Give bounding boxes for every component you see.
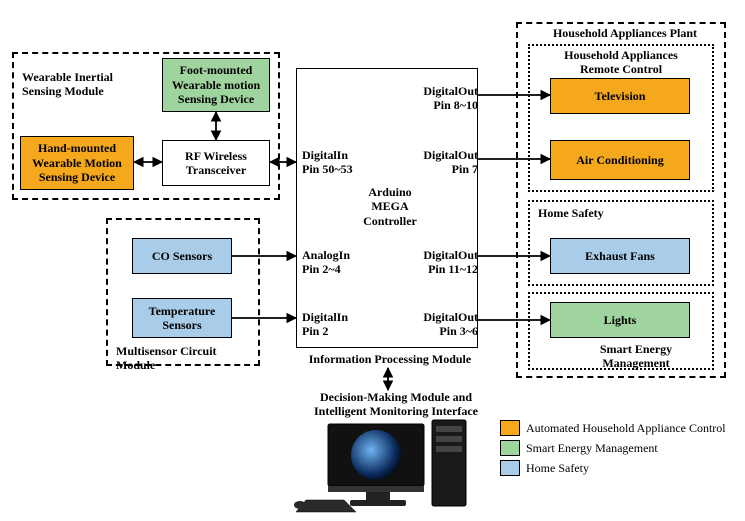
group-plant-title: Household Appliances Plant: [540, 26, 710, 40]
pin-dout1112: DigitalOut Pin 11~12: [408, 248, 478, 277]
node-lights: Lights: [550, 302, 690, 338]
node-tv: Television: [550, 78, 690, 114]
legend-blue-swatch: [500, 460, 520, 476]
group-multisensor-title: Multisensor Circuit Module: [116, 344, 256, 373]
group-energy-title: Smart Energy Management: [576, 342, 696, 371]
legend-orange-text: Automated Household Appliance Control: [526, 421, 726, 436]
pin-dout36: DigitalOut Pin 3~6: [408, 310, 478, 339]
node-arduino-title: Arduino MEGA Controller: [350, 185, 430, 228]
node-rf: RF Wireless Transceiver: [162, 140, 270, 186]
node-co: CO Sensors: [132, 238, 232, 274]
node-hand: Hand-mounted Wearable Motion Sensing Dev…: [20, 136, 134, 190]
node-ac: Air Conditioning: [550, 140, 690, 180]
legend-green-swatch: [500, 440, 520, 456]
legend-green-text: Smart Energy Management: [526, 441, 658, 456]
node-temp: Temperature Sensors: [132, 298, 232, 338]
node-fans: Exhaust Fans: [550, 238, 690, 274]
pin-din5053: DigitalIn Pin 50~53: [302, 148, 372, 177]
legend-blue: Home Safety: [500, 460, 589, 476]
legend-blue-text: Home Safety: [526, 461, 589, 476]
group-safety-title: Home Safety: [538, 206, 638, 220]
node-foot: Foot-mounted Wearable motion Sensing Dev…: [162, 58, 270, 112]
pin-ain24: AnalogIn Pin 2~4: [302, 248, 372, 277]
legend-orange: Automated Household Appliance Control: [500, 420, 726, 436]
legend-orange-swatch: [500, 420, 520, 436]
group-wearable-title: Wearable Inertial Sensing Module: [22, 70, 132, 99]
caption-info-module: Information Processing Module: [300, 352, 480, 366]
caption-decision: Decision-Making Module and Intelligent M…: [296, 390, 496, 419]
pin-dout7: DigitalOut Pin 7: [408, 148, 478, 177]
legend-green: Smart Energy Management: [500, 440, 658, 456]
pin-din2: DigitalIn Pin 2: [302, 310, 372, 339]
group-remote-title: Household Appliances Remote Control: [546, 48, 696, 77]
pin-dout810: DigitalOut Pin 8~10: [408, 84, 478, 113]
